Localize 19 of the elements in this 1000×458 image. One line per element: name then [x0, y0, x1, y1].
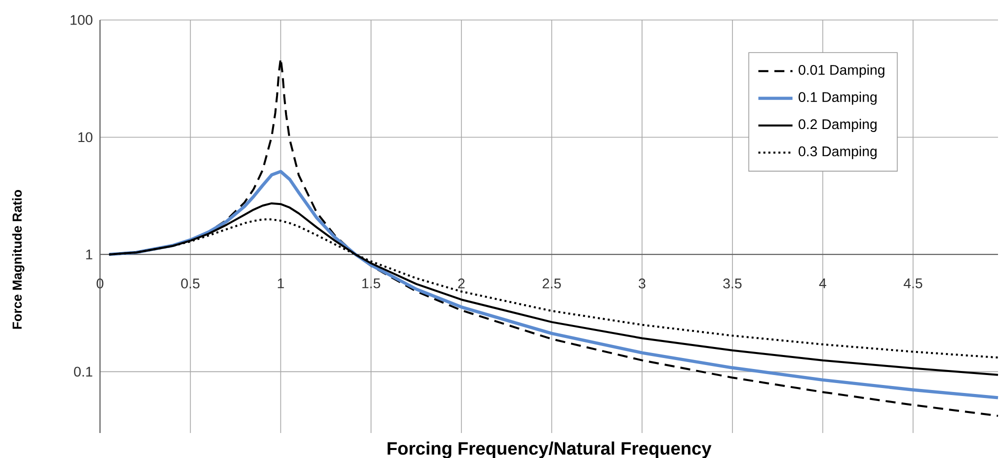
x-tick-label: 0.5 [181, 278, 200, 288]
x-tick-label: 3.5 [723, 278, 742, 288]
y-tick-label: 100 [70, 15, 92, 25]
x-tick-label: 3 [638, 278, 646, 288]
legend-label: 0.1 Damping [798, 92, 877, 105]
y-axis-title: Force Magnitude Ratio [12, 190, 24, 329]
y-tick-label: 1 [86, 250, 92, 260]
x-tick-label: 1.5 [362, 278, 380, 288]
x-tick-label: 4.5 [904, 278, 922, 288]
legend-label: 0.01 Damping [798, 64, 884, 78]
x-tick-label: 2.5 [542, 278, 561, 288]
legend-label: 0.2 Damping [798, 118, 877, 132]
x-tick-label: 4 [819, 278, 826, 288]
y-tick-label: 0.1 [74, 366, 92, 377]
legend-label: 0.3 Damping [798, 146, 877, 160]
x-axis-title: Forcing Frequency/Natural Frequency [388, 442, 712, 458]
x-tick-label: 1 [278, 278, 284, 288]
x-tick-label: 2 [458, 278, 465, 288]
y-tick-label: 10 [78, 132, 92, 142]
